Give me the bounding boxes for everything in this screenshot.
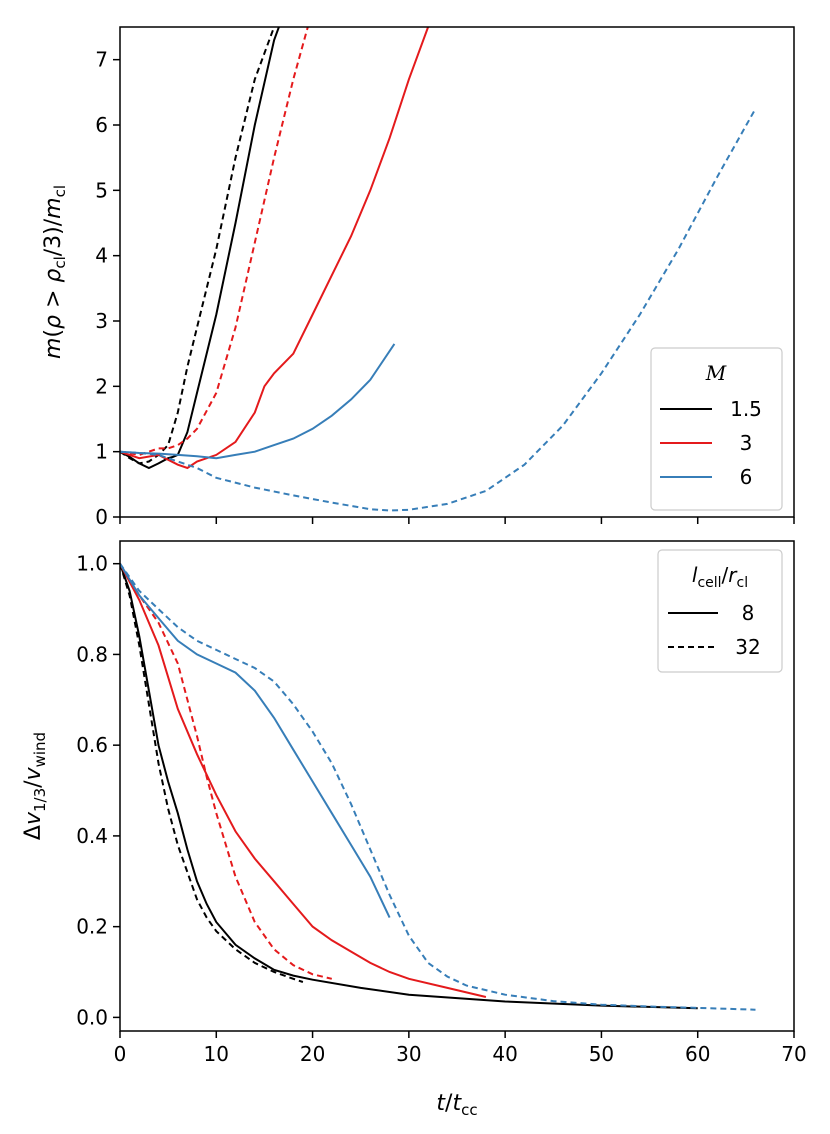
bottom-plot-frame (119, 540, 795, 1032)
top-series-group (120, 27, 757, 512)
bottom-series-line-1 (120, 563, 304, 983)
top-legend-entries: 1.5 3 6 (660, 397, 762, 489)
top-legend-label: 6 (740, 465, 753, 489)
bottom-legend-label: 32 (735, 635, 760, 659)
top-y-tick-label: 0 (95, 505, 108, 529)
top-y-tick-label: 5 (95, 178, 108, 202)
top-x-ticks (119, 517, 795, 524)
top-series-line-0 (120, 27, 280, 470)
bottom-legend-title: lcell/rcl (692, 563, 748, 591)
top-series-line-5 (120, 108, 757, 512)
top-y-tick-label: 1 (95, 440, 108, 464)
x-tick-label: 40 (492, 1042, 517, 1066)
bottom-series-line-5 (120, 563, 756, 1011)
top-plot-frame (119, 26, 795, 518)
top-legend: M 1.5 3 6 (650, 347, 783, 511)
bottom-y-tick-label: 0.8 (76, 642, 108, 666)
top-series-line-4 (120, 343, 396, 460)
x-tick-label: 60 (685, 1042, 710, 1066)
top-legend-label: 3 (740, 431, 753, 455)
top-series-line-3 (120, 27, 309, 456)
bottom-y-tick-label: 1.0 (76, 552, 108, 576)
bottom-panel: 0.0 0.2 0.4 0.6 0.8 1.0 0 10 20 30 40 50 60 70 Δv1/3… (21, 540, 807, 1119)
top-series-line-2 (120, 27, 430, 470)
top-panel: 0 1 2 3 4 5 6 7 m(ρ > ρcl/3)/mcl M 1.5 3 6 (41, 26, 795, 529)
bottom-x-ticks: 0 10 20 30 40 50 60 70 (114, 1031, 807, 1066)
bottom-y-tick-label: 0.0 (76, 1005, 108, 1029)
top-y-tick-label: 4 (95, 244, 108, 268)
bottom-y-ticks: 0.0 0.2 0.4 0.6 0.8 1.0 (76, 552, 120, 1029)
x-tick-label: 10 (204, 1042, 229, 1066)
bottom-legend: lcell/rcl 832 (657, 549, 783, 673)
x-axis-label: t/tcc (436, 1091, 477, 1119)
top-y-tick-label: 3 (95, 309, 108, 333)
top-legend-title: M (705, 361, 727, 385)
top-y-tick-label: 7 (95, 48, 108, 72)
top-series-line-1 (120, 27, 276, 465)
bottom-series-group (120, 563, 756, 1011)
top-legend-box (650, 347, 783, 511)
bottom-series-line-2 (120, 563, 487, 998)
x-tick-label: 20 (300, 1042, 325, 1066)
x-tick-label: 50 (589, 1042, 614, 1066)
bottom-y-tick-label: 0.6 (76, 733, 108, 757)
bottom-series-line-0 (120, 563, 698, 1010)
bottom-y-tick-label: 0.4 (76, 824, 108, 848)
top-y-ticks: 0 1 2 3 4 5 6 7 (95, 48, 120, 529)
x-tick-label: 30 (396, 1042, 421, 1066)
x-tick-label: 0 (114, 1042, 127, 1066)
top-y-axis-label: m(ρ > ρcl/3)/mcl (41, 185, 69, 359)
bottom-y-tick-label: 0.2 (76, 915, 108, 939)
top-y-tick-label: 2 (95, 374, 108, 398)
x-tick-label: 70 (781, 1042, 806, 1066)
top-legend-label: 1.5 (730, 397, 762, 421)
bottom-series-line-4 (120, 563, 391, 919)
bottom-series-line-3 (120, 563, 333, 980)
bottom-legend-box (657, 549, 783, 673)
bottom-legend-entries: 832 (668, 601, 761, 659)
bottom-legend-label: 8 (742, 601, 755, 625)
bottom-y-axis-label: Δv1/3/vwind (21, 732, 49, 840)
top-y-tick-label: 6 (95, 113, 108, 137)
